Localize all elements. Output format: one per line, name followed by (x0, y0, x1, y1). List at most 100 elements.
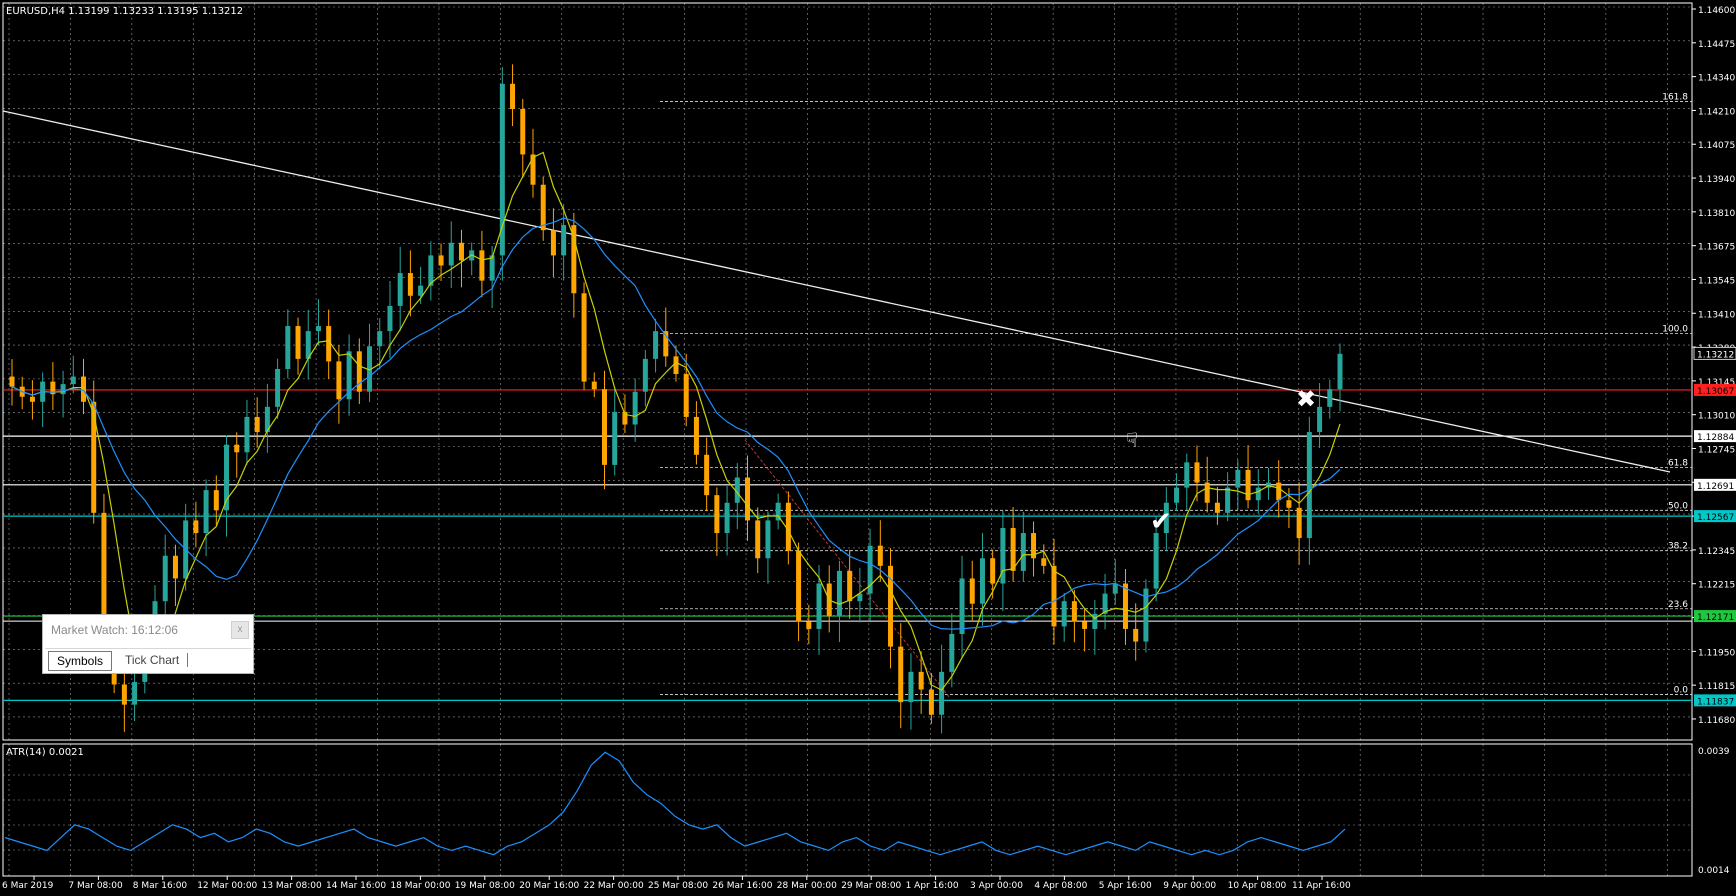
price-tag: 1.12691 (1697, 482, 1734, 492)
candle-body (1020, 533, 1026, 571)
chart-grid (2, 2, 1693, 877)
candle-body (397, 273, 403, 306)
price-tag-box (1694, 510, 1736, 523)
time-label: 28 Mar 00:00 (777, 881, 837, 891)
candle-body (1276, 482, 1282, 501)
price-label: 1.12345 (1698, 547, 1735, 557)
time-label: 8 Mar 16:00 (133, 881, 188, 891)
candle-body (121, 684, 127, 705)
tab-symbols[interactable]: Symbols (48, 651, 113, 671)
moving-average-line (11, 151, 1341, 691)
price-label: 1.14075 (1698, 141, 1735, 151)
price-label: 1.13410 (1698, 310, 1735, 320)
time-label: 5 Apr 16:00 (1099, 881, 1152, 891)
fib-label: 0.0 (1674, 686, 1689, 696)
fib-label: 38.2 (1668, 542, 1688, 552)
price-tag-box (1694, 478, 1736, 491)
price-label: 1.13675 (1698, 243, 1735, 253)
candle-body (765, 520, 771, 559)
time-label: 14 Mar 16:00 (326, 881, 386, 891)
time-label: 22 Mar 00:00 (584, 881, 644, 891)
price-label: 1.13145 (1698, 378, 1735, 388)
price-tag: 1.11837 (1697, 697, 1734, 707)
candle-body (1327, 389, 1333, 407)
candle-body (1133, 628, 1139, 642)
price-label: 1.12215 (1698, 581, 1735, 591)
price-tag: 1.12884 (1697, 433, 1734, 443)
candle-body (479, 250, 485, 281)
candle-body (693, 416, 699, 455)
candle-body (326, 326, 332, 362)
trend-line[interactable] (2, 110, 1671, 699)
atr-line (4, 751, 1346, 856)
candle-body (224, 444, 230, 511)
candle-body (336, 361, 342, 400)
candle-body (601, 389, 607, 465)
atr-scale-label: 0.0014 (1698, 866, 1730, 876)
candle-body (663, 331, 669, 357)
candlestick-series (9, 64, 1343, 734)
cross-icon: ✖ (1296, 385, 1316, 413)
candle-body (1082, 621, 1088, 629)
time-label: 7 Mar 08:00 (68, 881, 123, 891)
candle-body (91, 401, 97, 513)
market-watch-window[interactable]: Market Watch: 16:12:06 x Symbols Tick Ch… (42, 614, 254, 674)
price-label: 1.11680 (1698, 716, 1735, 726)
candle-body (775, 502, 781, 521)
time-label: 25 Mar 08:00 (648, 881, 708, 891)
candle-body (888, 565, 894, 647)
candle-body (1225, 487, 1231, 513)
time-label: 1 Apr 16:00 (906, 881, 959, 891)
candle-body (285, 326, 291, 369)
time-label: 19 Mar 08:00 (455, 881, 515, 891)
candle-body (367, 346, 373, 392)
candle-body (928, 689, 934, 715)
candle-body (315, 326, 321, 332)
candle-body (275, 368, 281, 407)
price-label: 1.14600 (1698, 6, 1735, 16)
candle-body (9, 376, 15, 387)
candle-body (1286, 500, 1292, 508)
candle-body (918, 671, 924, 690)
close-icon[interactable]: x (231, 621, 249, 639)
candle-body (1306, 432, 1312, 539)
horizontal-levels (3, 389, 1692, 701)
candle-body (979, 558, 985, 604)
candle-body (254, 416, 260, 433)
time-label: 4 Apr 08:00 (1034, 881, 1087, 891)
candle-body (1051, 565, 1057, 627)
candle-body (867, 545, 873, 594)
time-label: 10 Apr 08:00 (1228, 881, 1287, 891)
candle-body (1337, 353, 1343, 390)
candle-body (1112, 583, 1118, 594)
fib-label: 100.0 (1662, 325, 1688, 335)
candle-body (1194, 462, 1200, 483)
candle-body (499, 83, 505, 256)
price-tag-box (1694, 610, 1736, 623)
candle-body (990, 558, 996, 584)
tab-tick-chart[interactable]: Tick Chart (125, 653, 180, 667)
time-label: 12 Mar 00:00 (197, 881, 257, 891)
candle-body (172, 555, 178, 579)
candle-body (785, 502, 791, 551)
price-tag-box (1694, 430, 1736, 443)
candle-body (132, 681, 138, 705)
candle-body (1092, 613, 1098, 629)
candle-body (1010, 527, 1016, 571)
candle-body (806, 621, 812, 629)
time-label: 11 Apr 16:00 (1292, 881, 1351, 891)
atr-scale-label: 0.0039 (1698, 747, 1730, 757)
price-tag-box (1694, 694, 1736, 707)
thumbs-down-icon: ☟ (1126, 428, 1138, 452)
candle-body (213, 490, 219, 511)
time-label: 3 Apr 00:00 (970, 881, 1023, 891)
price-label: 1.11950 (1698, 648, 1735, 658)
price-label: 1.13940 (1698, 175, 1735, 185)
candle-body (540, 184, 546, 231)
candle-body (387, 305, 393, 332)
candle-body (193, 520, 199, 534)
candle-body (438, 255, 444, 266)
candle-body (714, 495, 720, 534)
candle-body (745, 477, 751, 521)
